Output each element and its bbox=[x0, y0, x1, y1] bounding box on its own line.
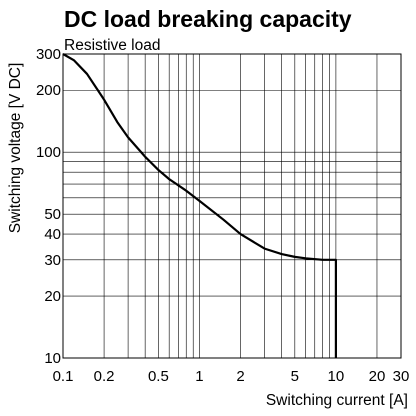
y-tick-label: 300 bbox=[36, 46, 61, 63]
y-tick-label: 50 bbox=[44, 206, 61, 223]
y-tick-label: 20 bbox=[44, 288, 61, 305]
x-tick-label: 0.5 bbox=[148, 368, 169, 385]
x-tick-label: 2 bbox=[236, 368, 244, 385]
x-axis-ticks: 0.1 0.2 0.5 1 2 5 10 20 30 bbox=[53, 368, 410, 385]
x-tick-label: 5 bbox=[291, 368, 299, 385]
series-layer bbox=[62, 53, 337, 358]
y-axis-ticks: 10 20 30 40 50 100 200 300 bbox=[36, 46, 61, 367]
x-tick-label: 0.2 bbox=[94, 368, 115, 385]
grid bbox=[63, 54, 401, 358]
chart-title: DC load breaking capacity bbox=[64, 6, 352, 32]
plot-frame bbox=[62, 53, 402, 359]
y-tick-label: 200 bbox=[36, 82, 61, 99]
y-tick-label: 100 bbox=[36, 144, 61, 161]
y-axis-label: Switching voltage [V DC] bbox=[7, 63, 24, 234]
x-tick-label: 0.1 bbox=[53, 368, 74, 385]
x-tick-label: 20 bbox=[369, 368, 386, 385]
y-tick-label: 30 bbox=[44, 252, 61, 269]
x-axis-label: Switching current [A] bbox=[266, 392, 408, 409]
x-tick-label: 30 bbox=[393, 368, 410, 385]
series-line bbox=[62, 53, 337, 358]
chart-subtitle: Resistive load bbox=[64, 37, 161, 54]
x-tick-label: 10 bbox=[328, 368, 345, 385]
y-tick-label: 40 bbox=[44, 226, 61, 243]
x-tick-label: 1 bbox=[195, 368, 203, 385]
y-tick-label: 10 bbox=[44, 350, 61, 367]
